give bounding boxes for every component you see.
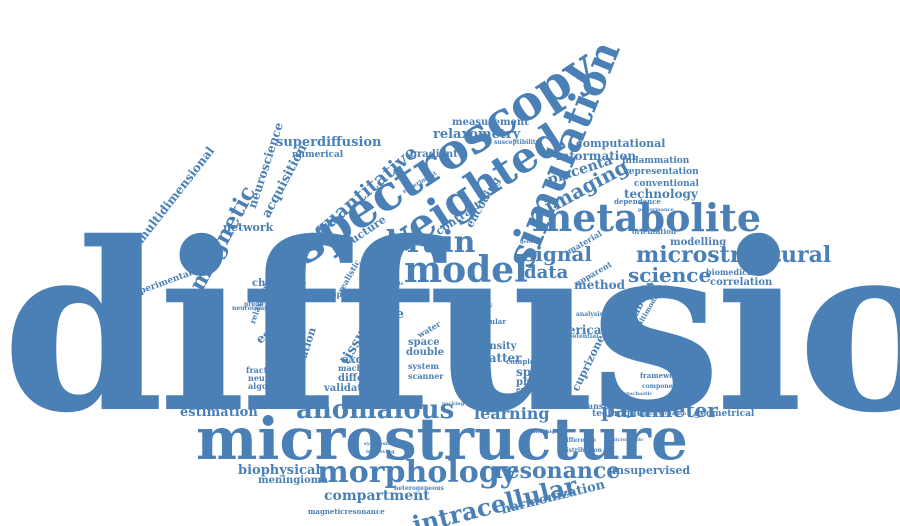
word-density: density [476, 341, 517, 352]
word-double: double [406, 347, 445, 358]
word-morphology: morphology [317, 455, 518, 490]
word-orientation: orientation [632, 227, 676, 236]
word-multiple: multiple [380, 281, 404, 287]
word-neurology: neurology [248, 373, 293, 383]
word-phantom: phantom [516, 377, 566, 388]
word-neuroimaging: neuroimaging [232, 305, 280, 312]
word-axonal: axonal [342, 353, 383, 366]
word-properties: properties [350, 395, 385, 402]
word-challenge: challenge [252, 278, 307, 289]
word-conventional: conventional [634, 179, 699, 189]
word-modelling: modelling [670, 237, 727, 248]
word-different: different [338, 373, 387, 384]
word-heterogeneous: heterogeneous [394, 485, 444, 492]
word-unsupervised: unsupervised [608, 464, 691, 477]
word-distribution: distribution [562, 447, 603, 454]
word-model: model [404, 249, 528, 291]
word-validation: validation [324, 383, 380, 394]
word-biophysical: biophysical [238, 463, 321, 478]
word-biomedicine: biomedicine [706, 267, 761, 277]
word-packing: packing [442, 401, 465, 407]
word-exchange: exchange [516, 385, 553, 394]
word-measurement: measurement [452, 117, 529, 128]
word-geometrical: geometrical [694, 409, 755, 419]
word-improving: improving [366, 449, 395, 455]
word-prediction: prediction [244, 301, 279, 308]
word-clinical: clinical [366, 289, 395, 298]
word-meningioma: meningioma [258, 475, 328, 486]
word-potential: potential [568, 333, 599, 340]
word-computational: computational [576, 137, 666, 150]
word-network: network [223, 221, 274, 234]
word-cellular: cellular [476, 317, 507, 326]
word-technique: technique [592, 409, 643, 419]
word-magneticresonance: magneticresonance [308, 507, 385, 516]
word-complex: complex [506, 357, 539, 366]
word-specific: specific [516, 365, 567, 379]
word-gradient: gradient [410, 149, 458, 160]
word-spectral: spectral [332, 289, 369, 299]
word-correlation: correlation [710, 277, 773, 288]
word-estimation: estimation [180, 405, 258, 420]
word-diffusivity: diffusivity [640, 285, 674, 292]
word-numerical: numerical [292, 150, 344, 160]
word-characterization: characterization [640, 411, 687, 417]
word-information: information [556, 149, 637, 163]
word-science: science [628, 263, 712, 287]
word-method: method [574, 278, 625, 292]
word-spherical: spherical [544, 323, 607, 337]
word-genetic: genetic [520, 239, 541, 245]
word-signal: signal [524, 242, 592, 266]
word-representation: representation [624, 167, 699, 177]
word-performance: performance [638, 207, 674, 213]
word-relaxometry: relaxometry [433, 127, 521, 142]
word-space: space [408, 337, 440, 348]
word-microscopic: microscopic [610, 437, 644, 443]
word-analysis: analysis [576, 311, 603, 318]
word-parameter: parameter [601, 398, 718, 422]
word-superdiffusion: superdiffusion [276, 135, 382, 150]
word-data: data [524, 262, 569, 283]
word-microstructure: microstructure [196, 405, 688, 473]
word-learning: learning [474, 404, 550, 423]
word-transform: transform [580, 401, 625, 411]
word-system: system [408, 361, 439, 371]
word-kurtosis: kurtosis [370, 299, 393, 305]
word-microstructural: microstructural [636, 242, 832, 268]
word-compartment: compartment [324, 488, 430, 504]
word-resonance: resonance [494, 458, 621, 484]
word-brain: brain [386, 225, 476, 260]
word-inflammation: inflammation [622, 156, 690, 166]
word-framework: framework [640, 371, 683, 380]
word-fractional: fractional [246, 365, 290, 375]
word-anomalous: anomalous [296, 395, 455, 425]
word-matter: matter [476, 351, 522, 365]
word-component: component [642, 383, 680, 390]
word-diffusion: diffusion [2, 191, 900, 464]
word-stochastic: stochastic [624, 391, 653, 397]
word-cell: cell [360, 265, 397, 286]
word-sensitivity: sensitivity [462, 391, 491, 397]
word-algorithm: algorithm [248, 381, 293, 391]
word-dependence: dependence [614, 197, 661, 206]
word-susceptibility: susceptibility [494, 139, 540, 146]
word-difference: difference [562, 437, 597, 444]
word-synthesis: synthesis [364, 441, 391, 447]
word-time: time [371, 307, 404, 322]
word-ultrahigh: ultrahigh [532, 429, 559, 435]
word-scanner: scanner [408, 371, 444, 381]
word-metabolite: metabolite [532, 195, 762, 240]
word-technology: technology [624, 187, 698, 201]
word-machine: machine [338, 363, 377, 373]
